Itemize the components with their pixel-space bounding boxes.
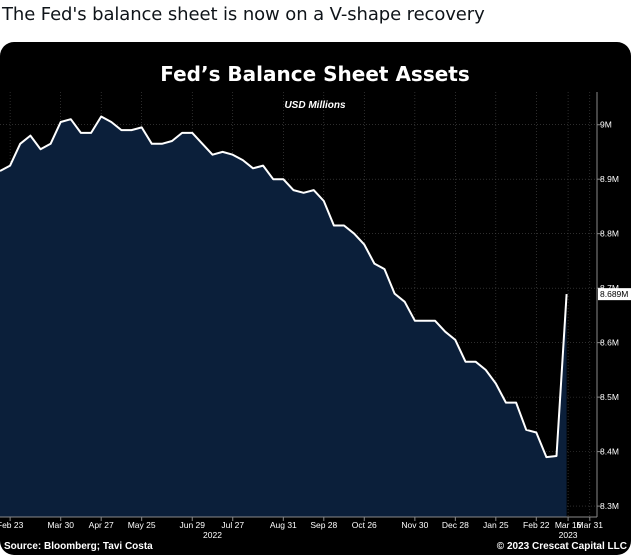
y-tick-label: 8.6M [600, 338, 619, 348]
y-axis: 9M8.9M8.8M8.7M8.6M8.5M8.4M8.3M [597, 120, 619, 511]
x-tick-label: Aug 31 [270, 520, 297, 530]
x-tick-label: Jul 27 [221, 520, 244, 530]
post-text: The Fed's balance sheet is now on a V-sh… [2, 4, 485, 25]
x-tick-label: Feb 22 [523, 520, 550, 530]
x-axis: Feb 23 Mar 30 Apr 27 May 25 Jun 29 Jul 27 Aug … [0, 517, 603, 530]
x-tick-label: Feb 23 [0, 520, 24, 530]
x-tick-label: Oct 26 [352, 520, 377, 530]
x-tick-label: Apr 27 [89, 520, 114, 530]
last-value-box [598, 288, 631, 301]
x-tick-label: Dec 28 [442, 520, 469, 530]
x-tick-label: May 25 [128, 520, 156, 530]
x-tick-label: Nov 30 [401, 520, 428, 530]
y-tick-label: 8.5M [600, 392, 619, 402]
x-tick-label: Sep 28 [310, 520, 337, 530]
chart-card[interactable]: 9M8.9M8.8M8.7M8.6M8.5M8.4M8.3M Feb 23Mar… [0, 42, 631, 555]
x-tick-label: Mar 16 [555, 520, 582, 530]
y-tick-label: 8.9M [600, 174, 619, 184]
y-tick-label: 8.8M [600, 229, 619, 239]
x-tick-label: Jun 29 [179, 520, 205, 530]
y-tick-label: 9M [600, 120, 612, 130]
x-tick-label: Mar 31 [577, 520, 604, 530]
series-line [0, 115, 568, 459]
x-tick-label: Mar 30 [47, 520, 74, 530]
chart-copyright: © 2023 Crescat Capital LLC [497, 541, 627, 552]
area-fill [0, 116, 567, 517]
y-tick-label: 8.4M [600, 447, 619, 457]
x-tick-label: Jan 25 [483, 520, 509, 530]
chart: 9M8.9M8.8M8.7M8.6M8.5M8.4M8.3M Feb 23Mar… [0, 62, 631, 552]
y-tick-label: 8.3M [600, 501, 619, 511]
last-value-marker: 8.689M [598, 288, 631, 301]
chart-subtitle: USD Millions [284, 100, 346, 111]
year-label: 2022 [203, 530, 222, 540]
year-label: 2023 [559, 530, 578, 540]
year-labels: 2022 2023 [203, 530, 578, 540]
last-value-label: 8.689M [600, 289, 628, 299]
chart-source: Source: Bloomberg; Tavi Costa [4, 541, 153, 552]
chart-title: Fed’s Balance Sheet Assets [160, 62, 470, 86]
